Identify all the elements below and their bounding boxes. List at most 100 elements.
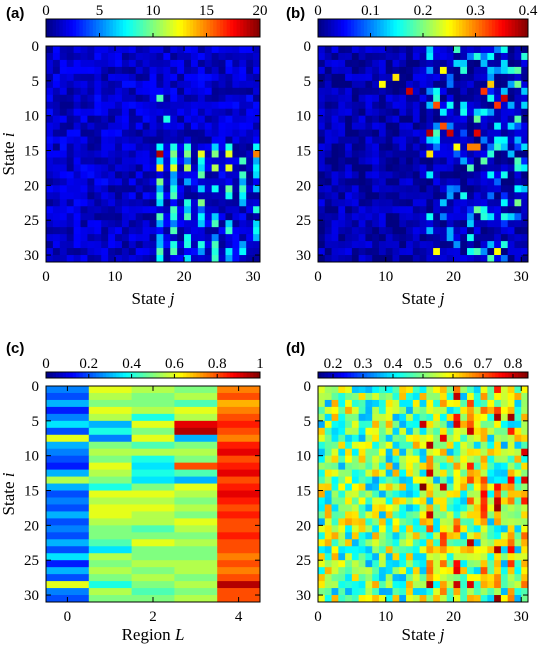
heatmap-cell	[73, 248, 82, 256]
heatmap-cell	[365, 553, 373, 561]
colorbar-swatch	[508, 372, 512, 378]
heatmap-cell	[174, 588, 218, 596]
heatmap-cell	[338, 234, 346, 242]
heatmap-cell	[521, 455, 529, 464]
heatmap-cell	[46, 206, 54, 214]
colorbar-swatch	[455, 19, 460, 37]
heatmap-cell	[345, 136, 353, 145]
heatmap-cell	[345, 157, 353, 165]
heatmap-cell	[433, 143, 441, 152]
heatmap-cell	[135, 241, 144, 249]
heatmap-cell	[225, 115, 233, 124]
heatmap-cell	[358, 52, 366, 61]
heatmap-cell	[197, 234, 206, 242]
heatmap-cell	[156, 122, 164, 131]
heatmap-cell	[372, 462, 380, 471]
heatmap-cell	[318, 413, 326, 422]
heatmap-cell	[149, 143, 157, 152]
heatmap-cell	[392, 532, 400, 540]
heatmap-cell	[46, 574, 90, 582]
heatmap-cell	[351, 87, 360, 96]
heatmap-cell	[480, 546, 488, 554]
colorbar-tick-label: 20	[253, 3, 268, 19]
heatmap-cell	[385, 220, 394, 228]
colorbar-swatch	[142, 19, 147, 37]
heatmap-cell	[473, 199, 482, 207]
heatmap-cell	[358, 469, 366, 478]
heatmap-cell	[135, 157, 144, 165]
heatmap-cell	[149, 66, 157, 75]
heatmap-cell	[500, 192, 509, 200]
heatmap-cell	[392, 434, 400, 443]
heatmap-cell	[372, 234, 380, 242]
heatmap-cell	[460, 171, 468, 179]
heatmap-cell	[372, 206, 380, 214]
heatmap-cell	[338, 427, 346, 436]
heatmap-cell	[473, 206, 482, 214]
heatmap-cell	[392, 588, 400, 596]
heatmap-cell	[197, 73, 206, 82]
heatmap-cell	[467, 420, 475, 429]
heatmap-cell	[480, 101, 488, 110]
heatmap-cell	[507, 476, 515, 485]
heatmap-cell	[392, 52, 400, 61]
heatmap-cell	[331, 206, 339, 214]
heatmap-cell	[135, 178, 144, 186]
heatmap-cell	[426, 588, 434, 596]
colorbar-swatch	[419, 19, 424, 37]
heatmap-cell	[426, 386, 434, 394]
heatmap-cell	[480, 518, 488, 526]
heatmap-cell	[101, 80, 109, 89]
heatmap-cell	[412, 434, 421, 443]
colorbar-swatch	[246, 372, 251, 378]
heatmap-cell	[500, 164, 509, 172]
heatmap-cell	[46, 94, 54, 103]
heatmap-cell	[174, 469, 218, 478]
heatmap-cell	[500, 567, 509, 575]
heatmap-cell	[412, 392, 421, 401]
heatmap-cell	[372, 546, 380, 554]
heatmap-cell	[399, 220, 407, 228]
heatmap-cell	[494, 588, 502, 596]
heatmap-cell	[480, 525, 488, 533]
heatmap-cell	[331, 150, 339, 158]
heatmap-cell	[177, 213, 185, 221]
heatmap-cell	[487, 129, 495, 138]
heatmap-cell	[184, 136, 192, 145]
heatmap-cell	[419, 497, 427, 505]
heatmap-cell	[406, 185, 414, 193]
heatmap-cell	[385, 164, 394, 172]
heatmap-cell	[204, 227, 213, 235]
heatmap-cell	[406, 462, 414, 471]
heatmap-cell	[94, 150, 102, 158]
heatmap-cell	[318, 511, 326, 519]
heatmap-cell	[59, 101, 68, 110]
heatmap-cell	[460, 122, 468, 131]
heatmap-cell	[246, 59, 254, 68]
heatmap-cell	[351, 129, 360, 138]
colorbar-swatch	[318, 19, 322, 37]
heatmap-cell	[399, 567, 407, 575]
heatmap-cell	[94, 171, 102, 179]
heatmap-cell	[149, 87, 157, 96]
heatmap-cell	[184, 164, 192, 172]
heatmap-cell	[514, 122, 522, 131]
heatmap-cell	[211, 241, 220, 249]
heatmap-cell	[338, 504, 346, 512]
heatmap-cell	[500, 171, 509, 179]
heatmap-cell	[399, 248, 407, 256]
heatmap-cell	[345, 248, 353, 256]
heatmap-cell	[351, 101, 360, 110]
heatmap-cell	[217, 448, 261, 457]
heatmap-cell	[59, 73, 68, 82]
heatmap-cell	[204, 150, 213, 158]
heatmap-cell	[59, 227, 68, 235]
heatmap-cell	[131, 448, 175, 457]
heatmap-cell	[473, 150, 482, 158]
heatmap-cell	[135, 248, 144, 256]
heatmap-cell	[338, 59, 346, 68]
heatmap-cell	[358, 199, 366, 207]
heatmap-cell	[473, 462, 482, 471]
heatmap-cell	[406, 525, 414, 533]
heatmap-cell	[184, 73, 192, 82]
